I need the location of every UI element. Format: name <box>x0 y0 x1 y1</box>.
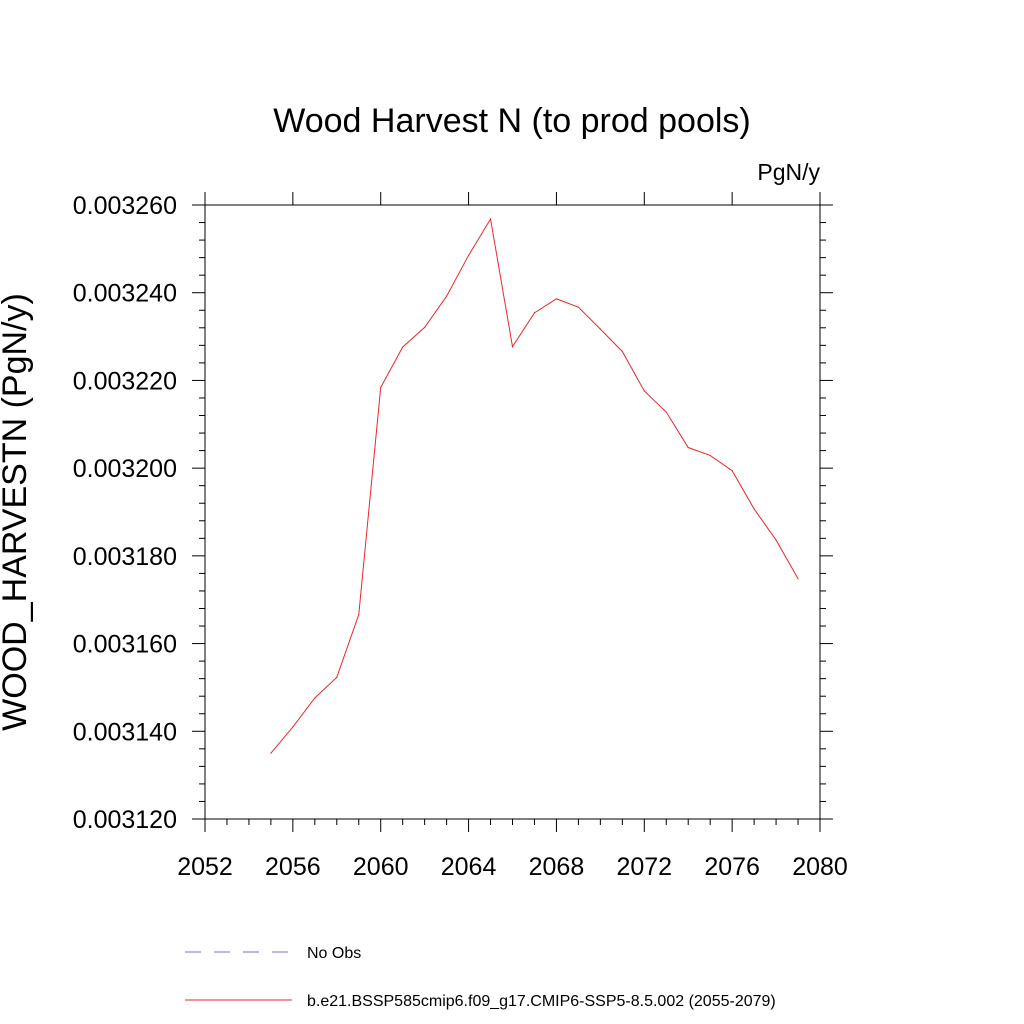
data-point <box>489 218 492 220</box>
units-label: PgN/y <box>757 159 820 185</box>
y-tick-label: 0.003160 <box>73 631 177 659</box>
axis-tick-labels: 2052 2056 2060 2064 2068 2072 2076 2080 0.003120… <box>73 192 848 881</box>
series-layer <box>270 217 799 754</box>
data-point <box>358 614 360 616</box>
x-tick-label: 2080 <box>792 853 848 881</box>
x-tick-label: 2072 <box>616 853 672 881</box>
data-point <box>336 676 338 678</box>
legend: No Obs b.e21.BSSP585cmip6.f09_g17.CMIP6-… <box>185 945 776 1010</box>
x-tick-label: 2052 <box>177 853 233 881</box>
plot-frame <box>204 204 821 820</box>
data-point <box>270 752 272 754</box>
data-point <box>511 346 514 348</box>
data-point <box>402 346 404 348</box>
axis-ticks <box>192 192 833 832</box>
data-point <box>446 295 448 297</box>
x-tick-label: 2064 <box>441 853 497 881</box>
legend-label-no-obs: No Obs <box>307 945 361 962</box>
data-point <box>424 326 426 328</box>
x-tick-label: 2060 <box>353 853 409 881</box>
y-tick-label: 0.003120 <box>73 806 177 834</box>
data-point <box>687 446 689 449</box>
y-tick-label: 0.003240 <box>73 280 177 308</box>
x-tick-label: 2076 <box>704 853 760 881</box>
legend-label-model-run: b.e21.BSSP585cmip6.f09_g17.CMIP6-SSP5-8.… <box>307 993 776 1010</box>
data-point <box>599 328 601 330</box>
data-point <box>577 306 579 308</box>
y-tick-label: 0.003220 <box>73 367 177 395</box>
y-axis-label: WOOD_HARVESTN (PgN/y) <box>0 293 34 731</box>
data-point <box>797 578 799 580</box>
data-point <box>555 298 558 300</box>
y-tick-label: 0.003180 <box>73 543 177 571</box>
chart-title: Wood Harvest N (to prod pools) <box>273 102 750 140</box>
data-point <box>314 697 316 699</box>
data-point <box>665 411 667 413</box>
data-point <box>533 312 536 314</box>
y-tick-label: 0.003200 <box>73 455 177 483</box>
x-tick-label: 2068 <box>529 853 585 881</box>
data-point <box>731 470 733 472</box>
y-tick-label: 0.003140 <box>73 718 177 746</box>
y-tick-label: 0.003260 <box>73 192 177 220</box>
data-point <box>709 454 711 457</box>
data-point <box>643 390 645 392</box>
data-point <box>467 254 470 257</box>
data-point <box>621 350 623 353</box>
data-point <box>775 539 777 541</box>
series-line <box>270 217 799 754</box>
data-point <box>753 508 755 510</box>
x-tick-label: 2056 <box>265 853 321 881</box>
data-point <box>292 726 294 728</box>
data-point <box>380 386 382 389</box>
